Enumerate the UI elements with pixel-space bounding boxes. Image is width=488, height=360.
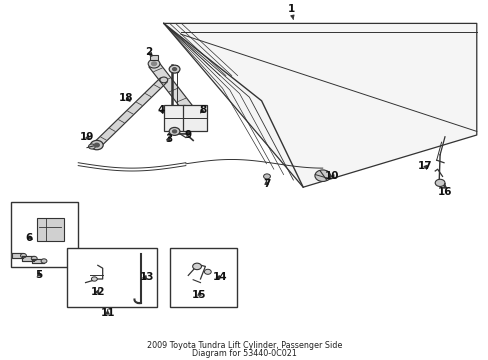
Text: 4: 4 (157, 105, 165, 115)
Text: 5: 5 (36, 270, 42, 280)
Circle shape (172, 68, 176, 71)
Text: 18: 18 (119, 93, 133, 103)
Circle shape (88, 144, 95, 149)
Circle shape (172, 130, 176, 133)
Circle shape (192, 263, 201, 270)
Text: 14: 14 (212, 272, 227, 282)
Text: 13: 13 (139, 272, 154, 282)
Circle shape (31, 256, 37, 261)
Bar (164, 105, 184, 131)
Text: 15: 15 (192, 290, 206, 300)
Bar (11, 202, 78, 267)
Polygon shape (22, 256, 34, 261)
Text: 16: 16 (437, 184, 451, 197)
Circle shape (91, 277, 97, 281)
Text: Diagram for 53440-0C021: Diagram for 53440-0C021 (192, 349, 296, 358)
Circle shape (314, 170, 330, 181)
Text: 2009 Toyota Tundra Lift Cylinder, Passenger Side: 2009 Toyota Tundra Lift Cylinder, Passen… (146, 341, 342, 350)
Text: 12: 12 (90, 287, 105, 297)
Text: 17: 17 (417, 161, 432, 171)
Polygon shape (32, 259, 44, 263)
Circle shape (94, 143, 99, 147)
Polygon shape (12, 253, 23, 258)
Text: 7: 7 (262, 179, 270, 189)
Text: 8: 8 (199, 105, 206, 115)
Bar (67, 248, 157, 307)
Circle shape (148, 59, 160, 68)
Text: 6: 6 (26, 233, 33, 243)
Polygon shape (93, 78, 167, 147)
Bar (183, 105, 207, 131)
Text: 1: 1 (287, 4, 294, 19)
Circle shape (160, 77, 167, 83)
Text: 10: 10 (325, 171, 339, 181)
Text: 19: 19 (80, 132, 94, 142)
Text: 3: 3 (165, 134, 172, 144)
Text: 2: 2 (145, 47, 152, 57)
Polygon shape (149, 63, 198, 117)
Circle shape (263, 174, 270, 179)
Text: 9: 9 (184, 130, 191, 140)
Bar (37, 218, 63, 241)
Circle shape (90, 140, 103, 150)
Circle shape (41, 259, 47, 263)
Circle shape (20, 253, 26, 258)
Circle shape (169, 127, 180, 135)
Bar (170, 248, 236, 307)
Circle shape (151, 62, 156, 66)
Text: 11: 11 (100, 308, 115, 318)
Circle shape (434, 179, 444, 186)
Polygon shape (163, 23, 476, 187)
Circle shape (169, 65, 180, 73)
Polygon shape (150, 55, 158, 60)
Circle shape (204, 269, 211, 274)
